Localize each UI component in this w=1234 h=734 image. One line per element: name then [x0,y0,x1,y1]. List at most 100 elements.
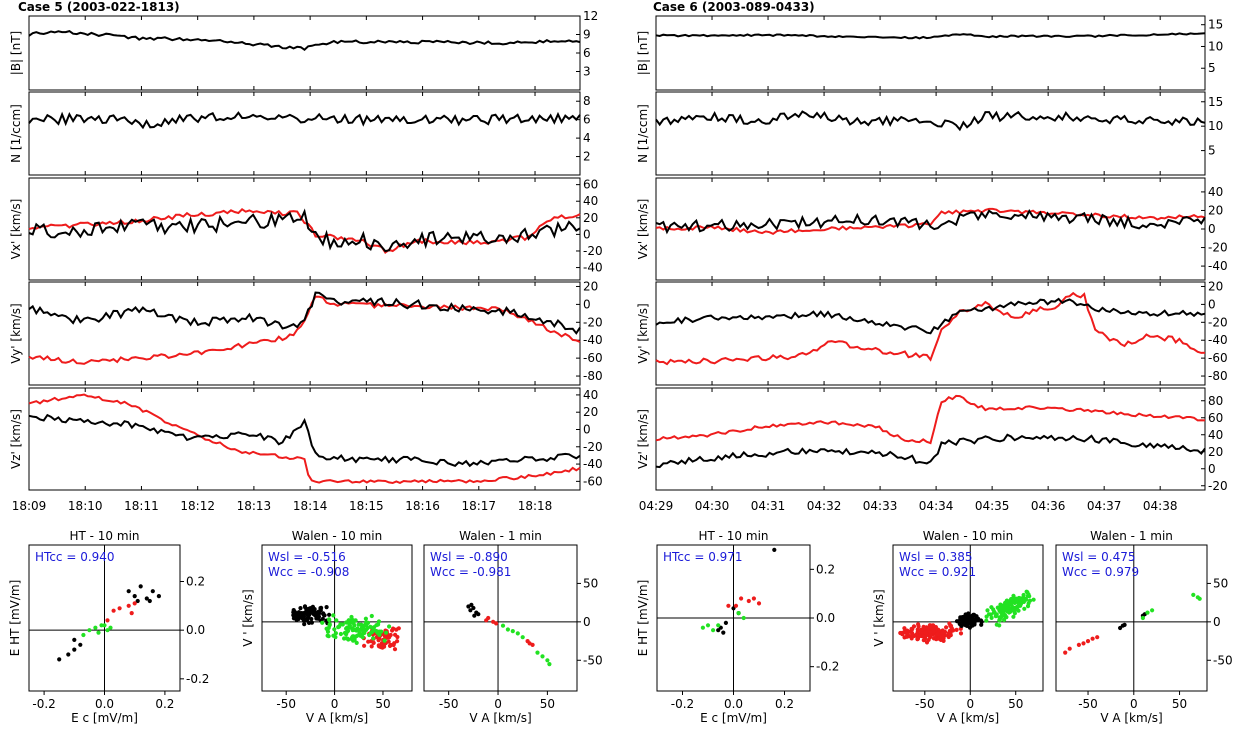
scatter-point-black [307,607,312,613]
scatter-point-green [992,609,997,615]
scatter-point-green [349,614,354,620]
scatter-point-black [126,589,131,594]
x-tick-label: 18:16 [405,499,440,513]
scatter-point-black [324,605,329,610]
x-axis-label: E c [mV/m] [700,711,767,725]
y-axis-label: E HT [mV/m] [8,580,22,657]
scatter-point-green [997,606,1002,611]
scatter-point-black [309,616,314,622]
y-tick-label: 10 [1208,119,1223,133]
scatter-point-red [382,642,387,647]
y-tick-label: 60 [1208,411,1223,425]
scatter-point-black [144,596,149,601]
x-tick-label: 18:11 [124,499,159,513]
series-line-red [655,394,1206,445]
x-tick-label: 04:29 [639,499,674,513]
scatter-point-green [81,632,86,638]
scatter-point-green [500,623,506,628]
scatter-point-black [294,617,299,623]
y-tick-label: -50 [583,653,603,667]
y-axis-label: Vz' [km/s] [636,409,650,469]
panel-c5-1: 2 4 6 8 N [1/ccm] [9,91,591,176]
scatter-point-red [377,636,382,641]
scatter-point-green [352,635,357,640]
x-tick-label: 0.2 [775,697,794,711]
scatter-point-red [362,643,367,648]
scatter-point-green [334,618,339,623]
scatter-point-red [117,606,122,611]
scatter-point-green [364,623,369,628]
x-tick-label: 0 [966,697,974,711]
scatter-point-red [937,628,942,633]
scatter-point-red [366,639,371,644]
scatter-point-red [911,624,917,629]
scatter-point-red [390,628,395,633]
scatter-point-green [102,623,107,628]
scatter-point-red [948,633,953,638]
scatter-point-red [947,621,952,626]
y-tick-label: -20 [583,440,603,454]
x-tick-label: 50 [375,697,390,711]
scatter-point-red [954,627,959,633]
scatter-point-green [535,650,540,655]
scatter-point-green [1150,608,1155,613]
x-tick-label: 18:10 [68,499,103,513]
y-tick-label: -0.2 [816,660,839,674]
panel-c6-2: -40 -20 0 20 40 Vx' [km/s] [636,177,1228,281]
y-tick-label: 80 [1208,394,1223,408]
y-tick-label: 20 [583,211,598,225]
scatter-point-green [989,605,994,610]
scatter-point-red [1067,646,1072,651]
scatter-point-green [87,628,92,633]
scatter-point-green [520,635,525,640]
scatter-point-green [382,638,387,643]
series-line-red [28,295,581,365]
x-tick-label: 0.0 [95,697,114,711]
scatter-point-green [338,631,343,637]
y-tick-label: 12 [583,9,598,23]
scatter-point-red [911,633,916,638]
panel-frame [28,281,581,386]
y-tick-label: 0 [1208,222,1216,236]
scatter-point-red [928,633,933,638]
scatter-point-green [325,627,330,632]
scatter-point-green [377,632,382,638]
scatter-point-green [1011,614,1016,619]
y-axis-label: |B| [nT] [636,31,650,75]
scatter-point-green [1031,597,1036,602]
x-tick-label: 04:30 [695,499,730,513]
y-axis-label: V ' [km/s] [241,589,255,646]
panel-frame [28,387,581,491]
x-axis-label: E c [mV/m] [71,711,138,725]
series-line-black [28,30,581,51]
y-tick-label: -20 [1208,315,1228,329]
scatter-point-green [1005,599,1010,604]
scatter-point-green [1027,598,1033,603]
x-axis-label: V A [km/s] [937,711,999,725]
y-tick-label: 20 [1208,279,1223,293]
scatter-point-green [364,620,369,625]
y-tick-label: 0.2 [186,575,205,589]
scatter-point-green [545,658,550,663]
x-tick-label: -50 [1078,697,1098,711]
scatter-point-red [494,621,499,626]
scatter-point-green [369,613,374,619]
scatter-annotation: Wsl = -0.516 [268,550,346,564]
y-tick-label: -60 [1208,351,1228,365]
scatter-point-green [1140,615,1145,621]
scatter-point-red [751,596,757,601]
x-tick-label: 50 [540,697,555,711]
x-tick-label: 50 [1008,697,1023,711]
scatter-point-green [363,616,368,621]
scatter-point-green [1021,599,1026,605]
scatter-frame [1055,544,1208,692]
x-tick-label: -50 [915,697,935,711]
scatter-point-red [958,631,964,636]
scatter-point-red [126,603,131,608]
y-tick-label: 0.0 [186,623,205,637]
x-tick-label: 04:36 [1031,499,1066,513]
y-axis-label: N [1/ccm] [636,104,650,163]
panel-c6-1: 5 10 15 N [1/ccm] [636,91,1223,176]
panel-frame [28,177,581,281]
scatter-title: Walen - 10 min [292,529,382,543]
